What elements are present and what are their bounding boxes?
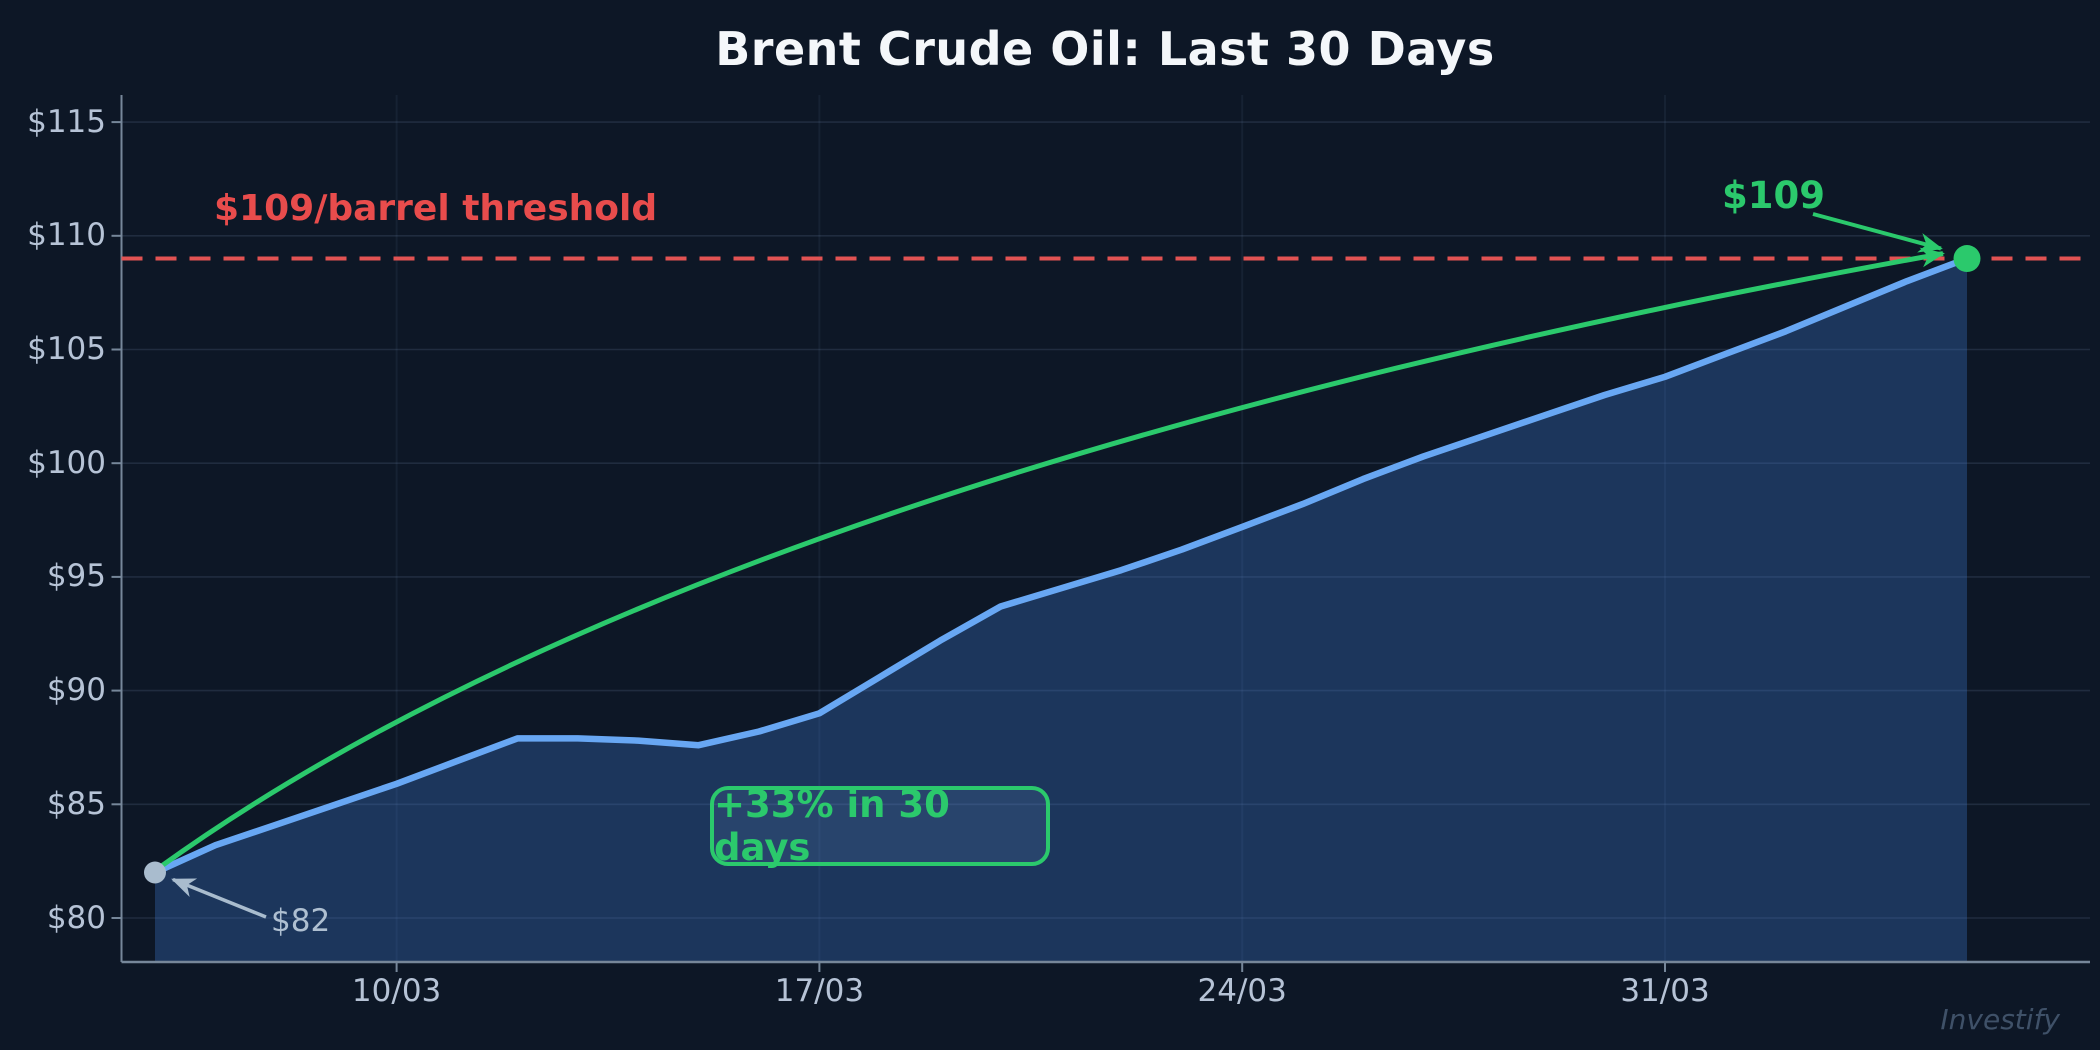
chart-title: Brent Crude Oil: Last 30 Days bbox=[715, 22, 1495, 76]
y-axis-tick-label: $100 bbox=[27, 444, 106, 481]
x-axis-tick-label: 17/03 bbox=[774, 973, 865, 1009]
threshold-label: $109/barrel threshold bbox=[214, 188, 658, 229]
end-value-label: $109 bbox=[1722, 174, 1825, 217]
y-axis-tick-label: $110 bbox=[27, 217, 106, 254]
start-label-arrow bbox=[171, 877, 267, 919]
axes bbox=[111, 95, 2090, 972]
x-axis-tick-label: 10/03 bbox=[351, 973, 442, 1009]
watermark: Investify bbox=[1940, 1003, 2060, 1036]
trend-curve-arrow bbox=[156, 247, 1945, 871]
gain-badge: +33% in 30 days bbox=[710, 783, 1050, 869]
end-label-arrow bbox=[1812, 212, 1943, 253]
y-axis-tick-label: $105 bbox=[27, 331, 106, 367]
y-axis-tick-label: $80 bbox=[46, 899, 106, 936]
price-area-fill bbox=[155, 258, 1967, 962]
x-axis-tick-label: 31/03 bbox=[1620, 973, 1710, 1009]
y-axis-tick-label: $115 bbox=[27, 103, 106, 140]
end-point-marker bbox=[1953, 245, 1981, 273]
price-line bbox=[151, 255, 1971, 876]
start-point-marker bbox=[144, 861, 166, 884]
horizontal-gridlines bbox=[121, 121, 2090, 919]
y-axis-tick-label: $90 bbox=[46, 672, 106, 709]
y-axis-tick-label: $85 bbox=[46, 785, 106, 822]
x-axis-tick-label: 24/03 bbox=[1197, 973, 1287, 1009]
start-value-label: $82 bbox=[271, 903, 331, 939]
y-axis-tick-label: $95 bbox=[46, 558, 106, 595]
